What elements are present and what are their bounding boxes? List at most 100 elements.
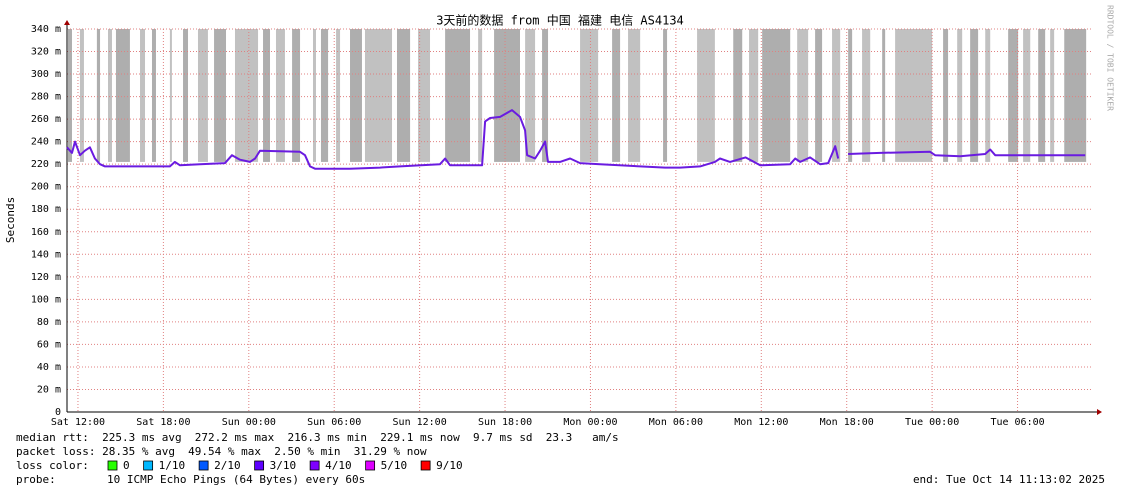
y-tick-label: 100 m <box>31 294 61 305</box>
legend-label: 9/10 <box>436 459 463 472</box>
smoke-band <box>815 29 823 162</box>
smoke-band <box>943 29 949 162</box>
smoke-band <box>364 29 393 162</box>
smoke-band <box>478 29 483 162</box>
smoke-band <box>1038 29 1046 162</box>
x-tick-label: Tue 06:00 <box>990 417 1044 428</box>
loss-line: packet loss: 28.35 % avg 49.54 % max 2.5… <box>16 445 427 458</box>
axis-arrow <box>64 20 70 25</box>
legend-label: 2/10 <box>214 459 241 472</box>
smoke-band <box>336 29 341 162</box>
smoke-band <box>151 29 156 162</box>
smoke-band <box>663 29 668 162</box>
x-tick-label: Tue 00:00 <box>905 417 959 428</box>
smoke-band <box>140 29 146 162</box>
smoke-band <box>749 29 759 162</box>
axis-arrow <box>1097 409 1102 415</box>
probe-label: probe: <box>16 473 56 486</box>
legend-swatch <box>107 460 118 471</box>
probe-text: 10 ICMP Echo Pings (64 Bytes) every 60s <box>107 473 365 486</box>
smoke-band <box>115 29 130 162</box>
smoke-band <box>418 29 431 162</box>
y-tick-label: 20 m <box>37 384 61 395</box>
smoke-band <box>862 29 871 162</box>
smoke-band <box>525 29 536 162</box>
smoke-band <box>350 29 362 162</box>
y-tick-label: 320 m <box>31 47 61 58</box>
stats-line: median rtt: 225.3 ms avg 272.2 ms max 21… <box>16 431 619 444</box>
y-tick-label: 140 m <box>31 249 61 260</box>
smoke-band <box>197 29 208 162</box>
smoke-band <box>1008 29 1019 162</box>
smoke-band <box>169 29 172 162</box>
smoke-band <box>697 29 715 162</box>
x-tick-label: Sun 18:00 <box>478 417 532 428</box>
legend-swatch <box>143 460 154 471</box>
smoke-band <box>848 29 853 162</box>
legend-swatch <box>309 460 320 471</box>
smoke-band <box>733 29 743 162</box>
legend-label: 0 <box>123 459 130 472</box>
median-line <box>66 109 1086 170</box>
x-tick-label: Mon 18:00 <box>820 417 874 428</box>
chart-title: 3天前的数据 from 中国 福建 电信 AS4134 <box>436 13 684 28</box>
smoke-band <box>67 29 72 162</box>
loss-color-label: loss color: <box>16 459 89 472</box>
smoke-band <box>183 29 189 162</box>
smoke-band <box>628 29 641 162</box>
x-tick-label: Mon 12:00 <box>734 417 788 428</box>
y-tick-label: 280 m <box>31 92 61 103</box>
end-text: end: Tue Oct 14 11:13:02 2025 <box>913 473 1105 486</box>
legend-label: 1/10 <box>159 459 186 472</box>
y-tick-label: 0 <box>55 407 61 418</box>
smoke-band <box>957 29 963 162</box>
y-tick-label: 200 m <box>31 182 61 193</box>
x-tick-label: Sun 12:00 <box>393 417 447 428</box>
smoke-band <box>542 29 549 162</box>
legend-label: 4/10 <box>325 459 352 472</box>
y-tick-label: 180 m <box>31 204 61 215</box>
y-tick-label: 340 m <box>31 24 61 35</box>
legend-swatch <box>420 460 431 471</box>
y-tick-label: 80 m <box>37 317 61 328</box>
smoke-band <box>985 29 991 162</box>
smoke-band <box>580 29 599 162</box>
legend-swatch <box>254 460 265 471</box>
legend-label: 3/10 <box>270 459 297 472</box>
smoke-band <box>970 29 979 162</box>
legend-swatch <box>365 460 376 471</box>
smoke-band <box>320 29 329 162</box>
smoke-band <box>263 29 271 162</box>
y-tick-label: 260 m <box>31 114 61 125</box>
smoke-band <box>396 29 411 162</box>
smoke-band <box>612 29 621 162</box>
smoke-band <box>79 29 84 162</box>
y-tick-label: 60 m <box>37 339 61 350</box>
x-tick-label: Sat 12:00 <box>51 417 105 428</box>
x-tick-label: Sun 06:00 <box>307 417 361 428</box>
smoke-band <box>797 29 809 162</box>
legend-swatch <box>198 460 209 471</box>
smoke-band <box>292 29 301 162</box>
smoke-band <box>882 29 886 162</box>
smoke-band <box>234 29 259 162</box>
x-tick-label: Mon 00:00 <box>563 417 617 428</box>
y-axis-label: Seconds <box>4 197 17 243</box>
smoke-band <box>1050 29 1055 162</box>
smoke-band <box>313 29 316 162</box>
y-tick-label: 300 m <box>31 69 61 80</box>
smoke-band <box>275 29 285 162</box>
smoke-band <box>96 29 101 162</box>
side-text: RRDTOOL / TOBI OETIKER <box>1106 5 1115 111</box>
y-tick-label: 160 m <box>31 227 61 238</box>
y-tick-label: 40 m <box>37 362 61 373</box>
x-tick-label: Sat 18:00 <box>136 417 190 428</box>
smoke-band <box>1064 29 1087 162</box>
smoke-band <box>832 29 841 162</box>
x-tick-label: Mon 06:00 <box>649 417 703 428</box>
smoke-band <box>214 29 227 162</box>
legend-label: 5/10 <box>381 459 408 472</box>
smoke-band <box>1023 29 1031 162</box>
y-tick-label: 240 m <box>31 137 61 148</box>
